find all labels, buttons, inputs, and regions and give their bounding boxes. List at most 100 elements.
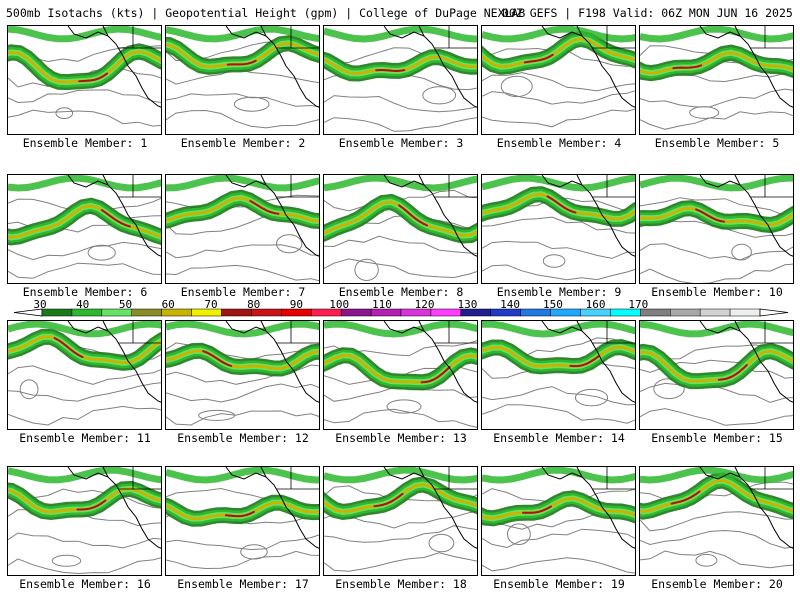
height-contour-closed (233, 96, 270, 112)
height-contour-closed (354, 258, 379, 282)
jet-core (78, 72, 109, 83)
coastline (383, 321, 425, 334)
isotach-map (166, 175, 319, 282)
coastline (383, 467, 425, 480)
height-contour (8, 262, 161, 279)
colorbar-label: 140 (500, 298, 521, 311)
coastline (383, 175, 425, 188)
colorbar-scale (13, 308, 789, 317)
coastline (576, 26, 635, 108)
isotach-map (8, 467, 161, 575)
isotach-map (166, 467, 319, 570)
coastline (225, 321, 267, 334)
colorbar-swatch (281, 308, 312, 317)
jet-band-north (8, 321, 161, 338)
coastline (225, 26, 267, 39)
height-contour-closed (731, 243, 752, 261)
jet-band-north (640, 321, 793, 338)
colorbar-swatch (729, 308, 761, 317)
member-label: Ensemble Member: 6 (22, 285, 148, 299)
colorbar-swatch (460, 308, 491, 317)
member-label: Ensemble Member: 2 (180, 136, 306, 150)
coastline (541, 175, 583, 188)
height-contour (324, 258, 477, 279)
member-panel: Ensemble Member: 8 (323, 174, 478, 299)
jet-core (523, 53, 554, 64)
coastline (67, 26, 109, 39)
coastline (576, 321, 635, 403)
height-contour (8, 109, 161, 127)
jet-band-north (324, 321, 477, 338)
height-contour (482, 528, 635, 549)
colorbar: 30 40 50 60 70 80 90 100 110 120 130 140 150 160 170 (0, 298, 800, 320)
jet-core (226, 59, 257, 66)
member-map (165, 174, 320, 284)
height-contour (8, 365, 161, 385)
member-label: Ensemble Member: 20 (651, 577, 783, 591)
coastline (734, 321, 793, 403)
member-label: Ensemble Member: 9 (496, 285, 622, 299)
height-contour (640, 243, 793, 261)
height-contour (482, 90, 635, 105)
member-panel: Ensemble Member: 19 (481, 466, 636, 591)
jet-band-north (166, 26, 319, 43)
jet-band (8, 45, 161, 88)
jet-band (482, 345, 635, 368)
colorbar-swatch (400, 308, 432, 317)
colorbar-label: 130 (457, 298, 478, 311)
height-contour (8, 532, 161, 549)
height-contour (482, 404, 635, 424)
header-bar: 500mb Isotachs (kts) | Geopotential Heig… (0, 0, 800, 22)
height-contour-closed (240, 544, 268, 560)
height-contour (8, 89, 161, 104)
height-contour (482, 386, 635, 406)
member-panel: Ensemble Member: 7 (165, 174, 320, 299)
coastline (734, 467, 793, 549)
height-contour (482, 264, 635, 281)
jet-band-north (640, 26, 793, 43)
coastline (225, 175, 267, 188)
coastline (699, 175, 741, 188)
isotach-map (482, 26, 635, 128)
member-map (639, 466, 794, 576)
jet-band-north (166, 175, 319, 192)
height-contour-closed (500, 75, 533, 98)
member-label: Ensemble Member: 5 (654, 136, 780, 150)
height-contour (640, 88, 793, 108)
height-contour (482, 72, 635, 92)
colorbar-swatch (251, 308, 282, 317)
member-panel: Ensemble Member: 5 (639, 25, 794, 150)
colorbar-swatch (311, 308, 342, 317)
jet-core (398, 204, 428, 227)
jet-core (375, 68, 406, 73)
colorbar-swatch (41, 308, 73, 317)
member-map (7, 25, 162, 135)
member-label: Ensemble Member: 10 (651, 285, 783, 299)
member-label: Ensemble Member: 13 (335, 431, 467, 445)
member-panel: Ensemble Member: 14 (481, 320, 636, 445)
colorbar-label: 70 (204, 298, 218, 311)
colorbar-label: 120 (414, 298, 435, 311)
colorbar-swatch (191, 308, 222, 317)
coastline (699, 467, 741, 480)
colorbar-label: 110 (371, 298, 392, 311)
member-label: Ensemble Member: 7 (180, 285, 306, 299)
jet-core (546, 195, 577, 214)
isotach-map (324, 321, 477, 428)
colorbar-arrow-right (759, 308, 789, 317)
member-map (323, 320, 478, 430)
height-contour (482, 216, 635, 234)
coastline (102, 467, 161, 549)
colorbar-arrow-left (13, 308, 43, 317)
coastline (67, 467, 109, 480)
member-map (481, 25, 636, 135)
height-contour (640, 197, 793, 217)
member-label: Ensemble Member: 11 (19, 431, 151, 445)
height-contour (166, 410, 319, 426)
coastline (734, 175, 793, 257)
coastline (418, 26, 477, 108)
member-panel: Ensemble Member: 2 (165, 25, 320, 150)
height-contour (482, 240, 635, 259)
jet-band (324, 353, 477, 384)
